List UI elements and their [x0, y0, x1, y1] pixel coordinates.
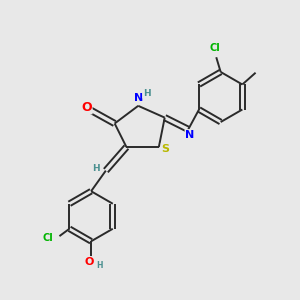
Text: N: N — [185, 130, 194, 140]
Text: O: O — [85, 256, 94, 267]
Text: O: O — [81, 101, 92, 114]
Text: Cl: Cl — [42, 233, 53, 243]
Text: H: H — [92, 164, 99, 173]
Text: H: H — [96, 261, 103, 270]
Text: S: S — [161, 143, 169, 154]
Text: N: N — [134, 94, 143, 103]
Text: Cl: Cl — [209, 44, 220, 53]
Text: H: H — [143, 89, 150, 98]
